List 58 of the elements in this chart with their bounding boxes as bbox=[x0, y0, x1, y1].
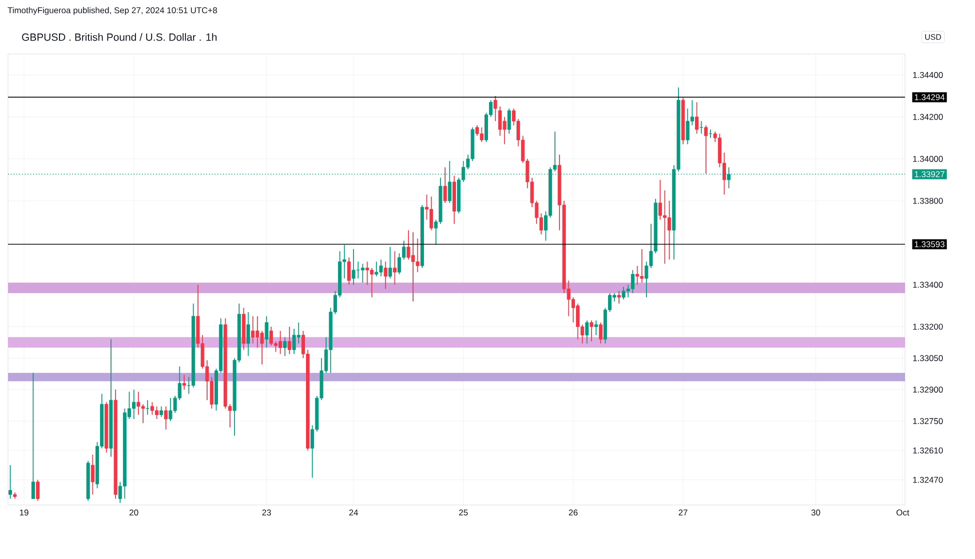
y-tick-label: 1.33800 bbox=[913, 198, 943, 204]
x-tick-label: 24 bbox=[349, 510, 358, 516]
candlestick bbox=[283, 336, 287, 357]
text: TimothyFigueroa published, Sep 27, 2024 10:51 UTC+8 bbox=[8, 7, 217, 15]
candlestick bbox=[360, 263, 364, 284]
candlestick bbox=[704, 124, 708, 174]
candlestick bbox=[347, 257, 351, 286]
candlestick bbox=[246, 312, 250, 357]
y-tick-label: 1.32610 bbox=[913, 447, 943, 454]
candlestick bbox=[598, 322, 602, 344]
candlestick bbox=[36, 479, 40, 502]
candlestick bbox=[352, 248, 356, 286]
candlestick bbox=[695, 102, 699, 134]
chart-title: GBPUSD . British Pound / U.S. Dollar . 1h bbox=[22, 33, 217, 41]
y-tick-label: 1.33400 bbox=[913, 282, 943, 288]
candlestick bbox=[494, 95, 498, 122]
y-tick-label: 1.33050 bbox=[913, 355, 943, 362]
candlestick bbox=[160, 406, 164, 418]
candlestick bbox=[636, 265, 640, 286]
candlestick bbox=[443, 166, 447, 204]
candlestick bbox=[154, 406, 158, 420]
candlestick bbox=[31, 372, 35, 500]
candlestick bbox=[617, 290, 621, 304]
candlestick bbox=[392, 250, 396, 286]
y-tick-label: 1.34200 bbox=[913, 114, 943, 120]
candlestick bbox=[90, 454, 94, 495]
candlestick bbox=[264, 316, 268, 348]
x-tick-label: 25 bbox=[459, 510, 468, 516]
candlestick bbox=[594, 320, 598, 336]
candlestick bbox=[590, 320, 594, 342]
x-tick-label: 27 bbox=[678, 510, 688, 516]
candlestick bbox=[288, 326, 292, 354]
candlestick bbox=[585, 320, 589, 344]
candlestick bbox=[8, 464, 12, 500]
x-tick-label: 23 bbox=[262, 510, 271, 516]
candlestick bbox=[164, 406, 168, 430]
candlestick bbox=[630, 270, 634, 294]
x-tick-label: Oct bbox=[896, 510, 910, 516]
ref-line-label: 1.34294 bbox=[914, 94, 945, 100]
x-tick-label: 26 bbox=[568, 510, 578, 516]
x-tick-label: 20 bbox=[130, 510, 138, 516]
candlestick bbox=[384, 261, 388, 290]
y-tick-label: 1.32900 bbox=[913, 386, 943, 393]
ref-line-label: 1.33593 bbox=[914, 241, 944, 248]
candlestick bbox=[146, 400, 150, 416]
x-tick-label: 30 bbox=[811, 510, 820, 516]
y-tick-label: 1.32470 bbox=[913, 476, 943, 483]
x-tick-label: 19 bbox=[20, 510, 28, 516]
candlestick bbox=[182, 374, 186, 390]
ref-line-label: 1.33927 bbox=[914, 171, 944, 178]
y-tick-label: 1.34000 bbox=[913, 156, 943, 162]
candlestick bbox=[366, 261, 370, 286]
y-tick-label: 1.34400 bbox=[913, 72, 943, 78]
y-tick-label: 1.33200 bbox=[913, 324, 943, 330]
candlestick bbox=[388, 246, 392, 279]
candlestick bbox=[480, 126, 484, 143]
candlestick bbox=[507, 108, 511, 134]
y-tick-label: 1.32750 bbox=[913, 418, 943, 424]
